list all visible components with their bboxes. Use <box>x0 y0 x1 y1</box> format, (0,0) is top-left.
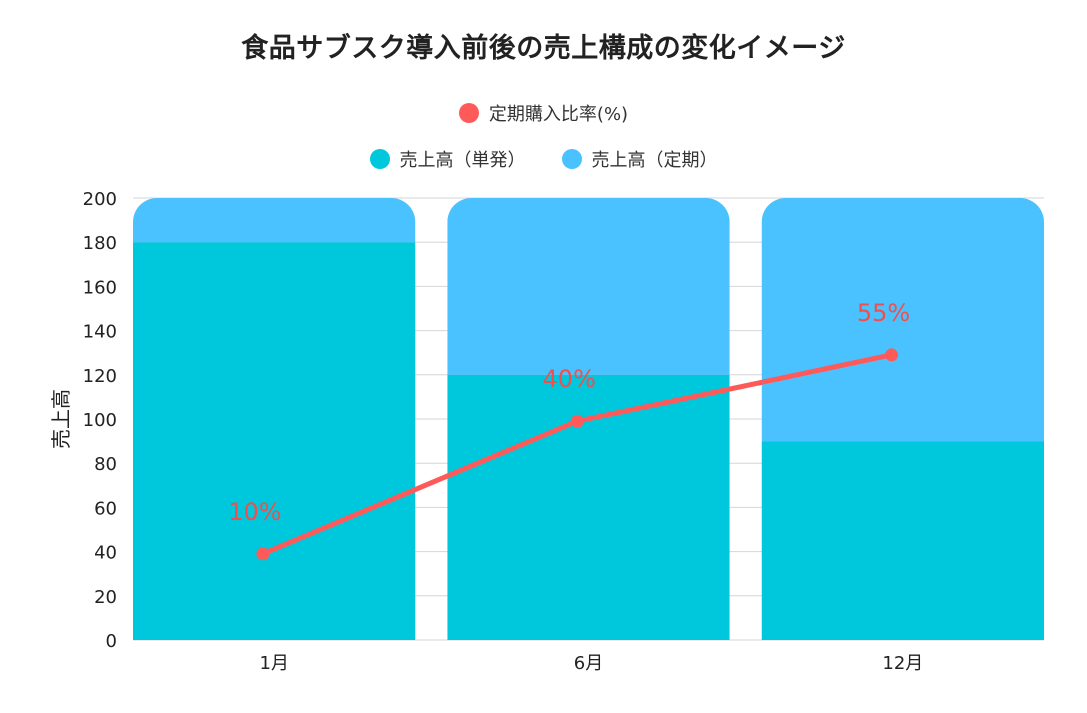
legend-label-subscription: 売上高（定期） <box>591 150 718 171</box>
x-tick-label-0: 1月 <box>259 653 288 674</box>
legend-label-single: 売上高（単発） <box>399 150 526 171</box>
legend-row-bars: 売上高（単発） 売上高（定期） <box>0 146 1087 172</box>
ratio-point-1 <box>570 414 584 428</box>
bar-single-1 <box>447 374 730 640</box>
y-axis-title: 売上高 <box>49 389 73 449</box>
bar-single-0 <box>133 242 416 640</box>
x-tick-label-1: 6月 <box>574 653 603 674</box>
bar-subscription-0 <box>133 198 416 243</box>
ratio-point-2 <box>885 348 899 362</box>
bar-subscription-1 <box>447 198 730 375</box>
bar-stack-2 <box>761 198 1044 640</box>
chart-title: 食品サブスク導入前後の売上構成の変化イメージ <box>241 33 846 64</box>
ratio-data-label-2: 55% <box>857 299 910 327</box>
x-tick-label-2: 12月 <box>882 653 923 674</box>
y-tick-label-3: 60 <box>94 498 117 519</box>
y-tick-label-7: 140 <box>83 322 117 343</box>
legend-marker-subscription <box>561 149 582 169</box>
legend-marker-single <box>369 149 390 169</box>
legend-row-line: 定期購入比率(%) <box>0 100 1087 126</box>
bar-stack-0 <box>133 198 416 640</box>
ratio-data-label-1: 40% <box>543 365 596 393</box>
y-tick-label-10: 200 <box>83 189 117 210</box>
ratio-line: 10% 40% 55% <box>228 299 910 561</box>
ratio-data-label-0: 10% <box>228 498 281 526</box>
y-tick-label-9: 180 <box>83 233 117 254</box>
bars <box>133 198 1044 640</box>
y-tick-label-4: 80 <box>94 454 117 475</box>
y-tick-label-6: 120 <box>83 366 117 387</box>
y-tick-label-1: 20 <box>94 587 117 608</box>
y-tick-label-2: 40 <box>94 543 117 564</box>
y-tick-label-0: 0 <box>106 631 117 652</box>
legend-item-subscription[interactable]: 売上高（定期） <box>561 146 718 172</box>
y-tick-label-5: 100 <box>83 410 117 431</box>
legend-item-single[interactable]: 売上高（単発） <box>369 146 526 172</box>
bar-subscription-2 <box>761 198 1044 442</box>
bar-single-2 <box>761 441 1044 640</box>
legend-item-ratio[interactable]: 定期購入比率(%) <box>458 100 629 126</box>
y-axis: 0 20 40 60 80 100 120 140 160 180 200 <box>83 189 117 652</box>
ratio-point-0 <box>256 547 270 561</box>
y-tick-label-8: 160 <box>83 277 117 298</box>
legend-marker-ratio <box>458 103 479 123</box>
legend-label-ratio: 定期購入比率(%) <box>488 104 629 125</box>
x-axis: 1月 6月 12月 <box>259 653 923 674</box>
